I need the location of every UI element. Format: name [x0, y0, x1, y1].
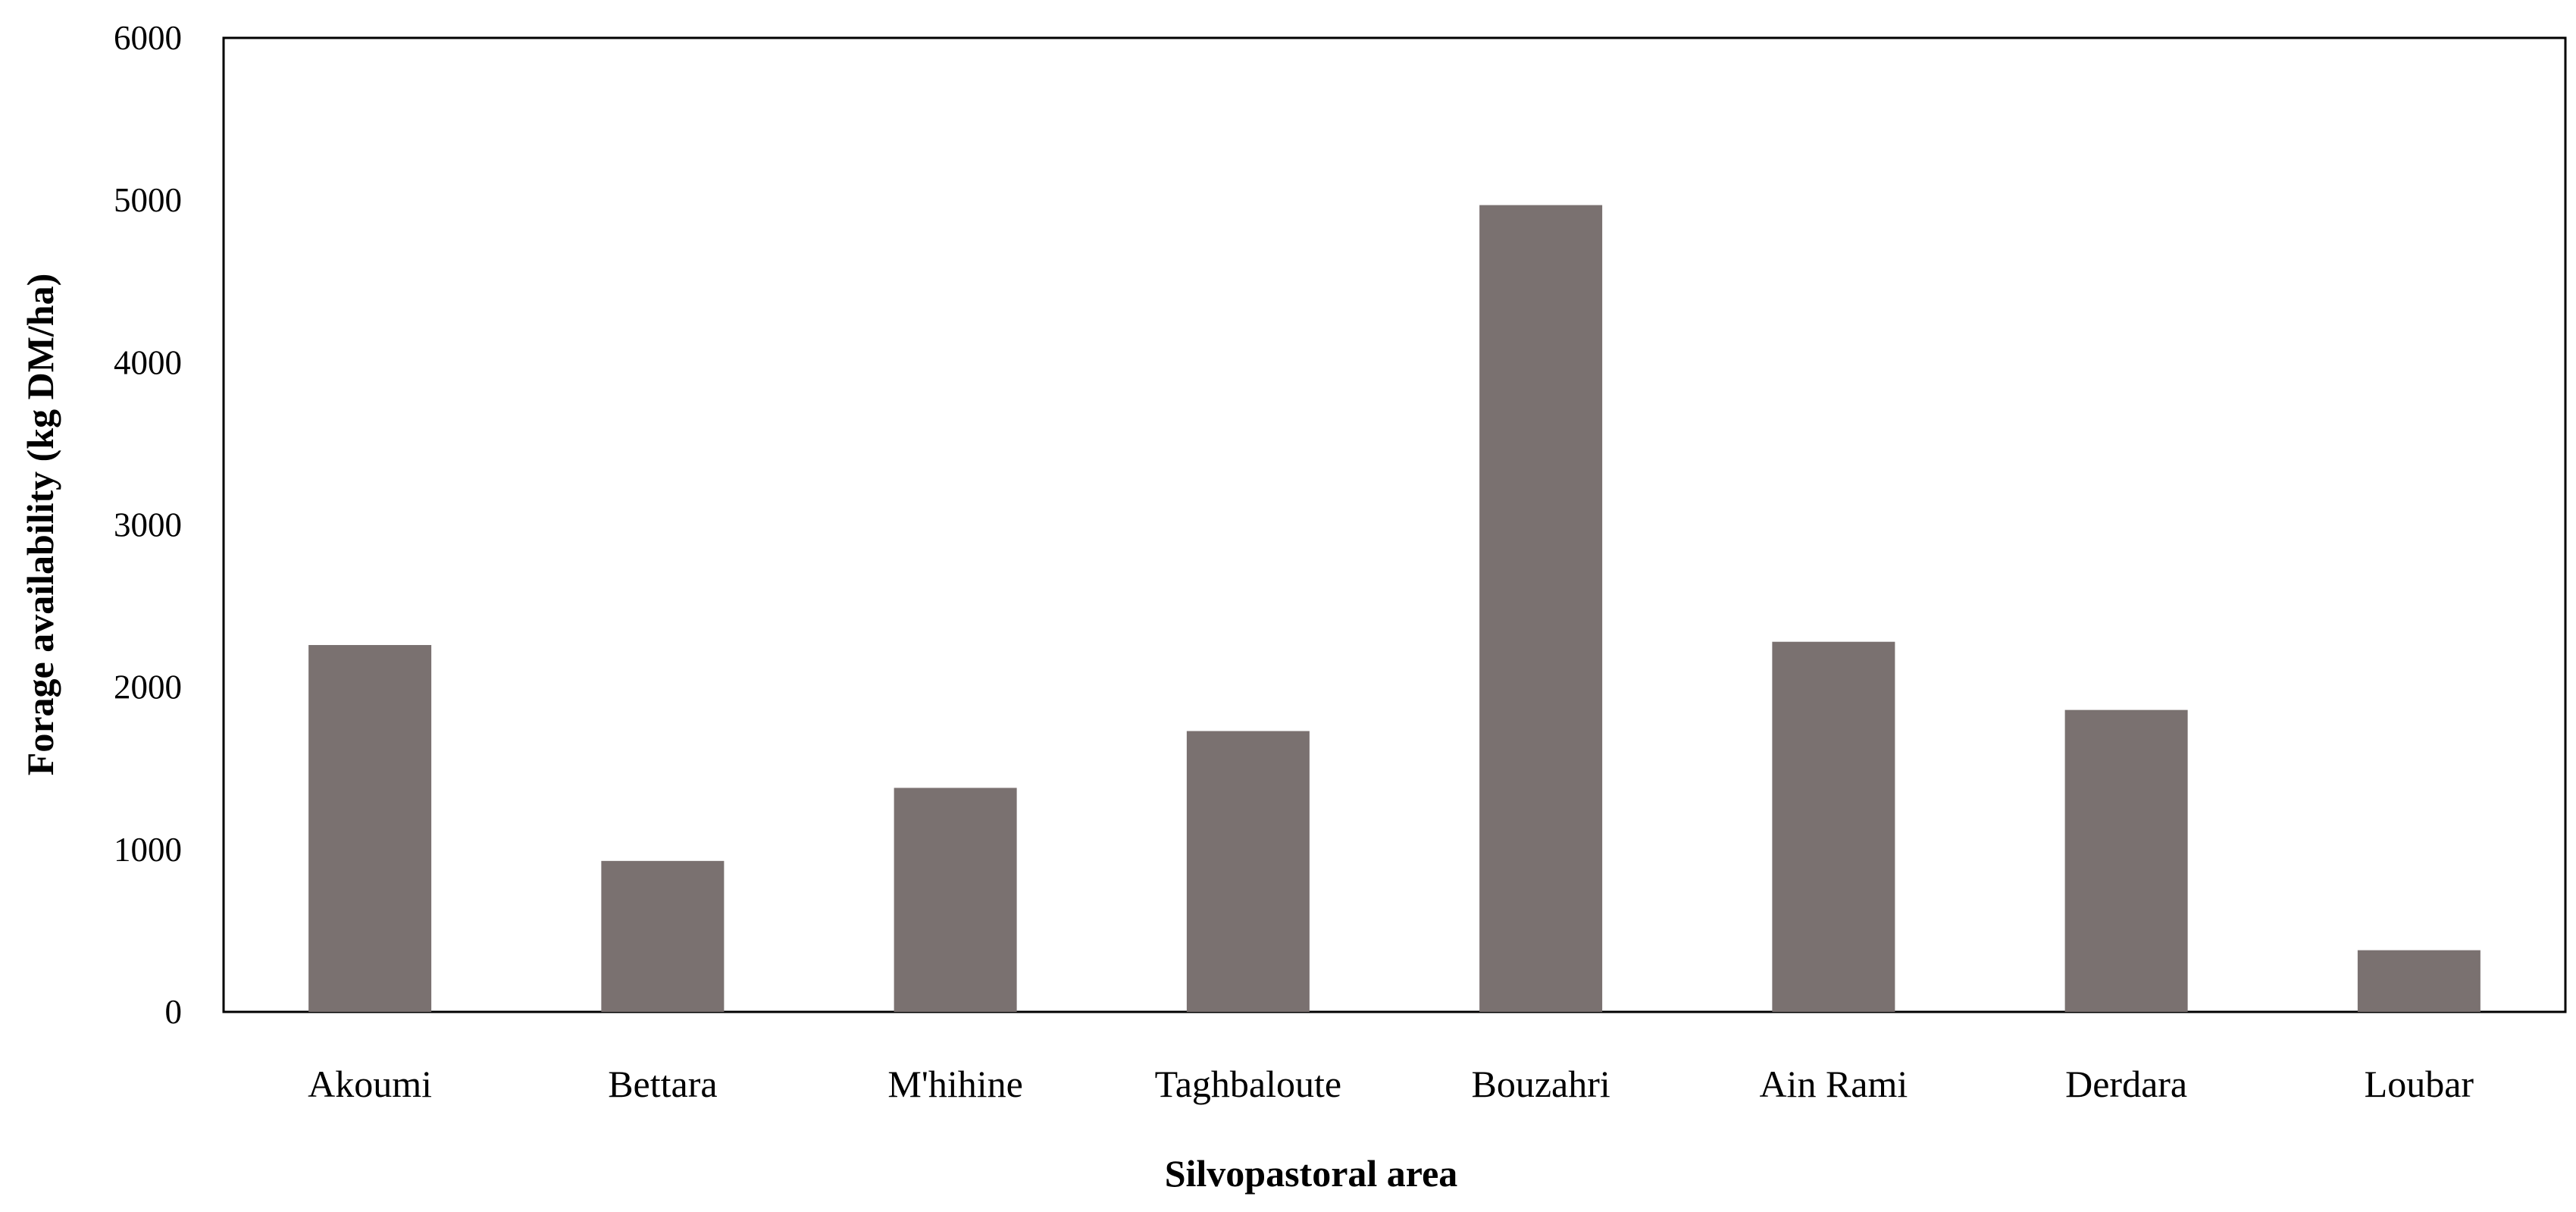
bar: [2357, 950, 2481, 1012]
x-tick-label: Ain Rami: [1759, 1063, 1908, 1105]
y-tick-label: 0: [165, 993, 183, 1031]
bar: [1186, 731, 1310, 1012]
x-tick-label: Bettara: [608, 1063, 717, 1105]
x-tick-label: Taghbaloute: [1155, 1063, 1341, 1105]
bar: [894, 788, 1017, 1012]
bar: [2064, 709, 2188, 1012]
bar: [308, 644, 432, 1012]
x-tick-label: Bouzahri: [1471, 1063, 1610, 1105]
bars: [308, 205, 2481, 1012]
y-tick-label: 3000: [114, 506, 182, 544]
x-tick-label: Derdara: [2065, 1063, 2187, 1105]
y-axis-title: Forage availability (kg DM/ha): [19, 274, 61, 775]
x-tick-label: Akoumi: [308, 1063, 432, 1105]
y-tick-label: 1000: [114, 831, 182, 869]
bar: [601, 860, 725, 1012]
y-tick-label: 4000: [114, 343, 182, 381]
y-tick-label: 2000: [114, 669, 182, 706]
y-tick-label: 5000: [114, 181, 182, 219]
x-tick-label: Loubar: [2365, 1063, 2474, 1105]
x-axis-ticks: Akoumi Bettara M'hihine Taghbaloute Bouzahri…: [308, 1063, 2474, 1105]
plot-frame: [222, 36, 2567, 1013]
y-axis-ticks: 0 1000 2000 3000 4000 5000 6000: [114, 19, 182, 1031]
bar: [1772, 641, 1895, 1012]
x-tick-label: M'hihine: [887, 1063, 1022, 1105]
x-axis-title: Silvopastoral area: [1165, 1152, 1458, 1195]
bar: [1479, 205, 1603, 1012]
y-tick-label: 6000: [114, 19, 182, 57]
